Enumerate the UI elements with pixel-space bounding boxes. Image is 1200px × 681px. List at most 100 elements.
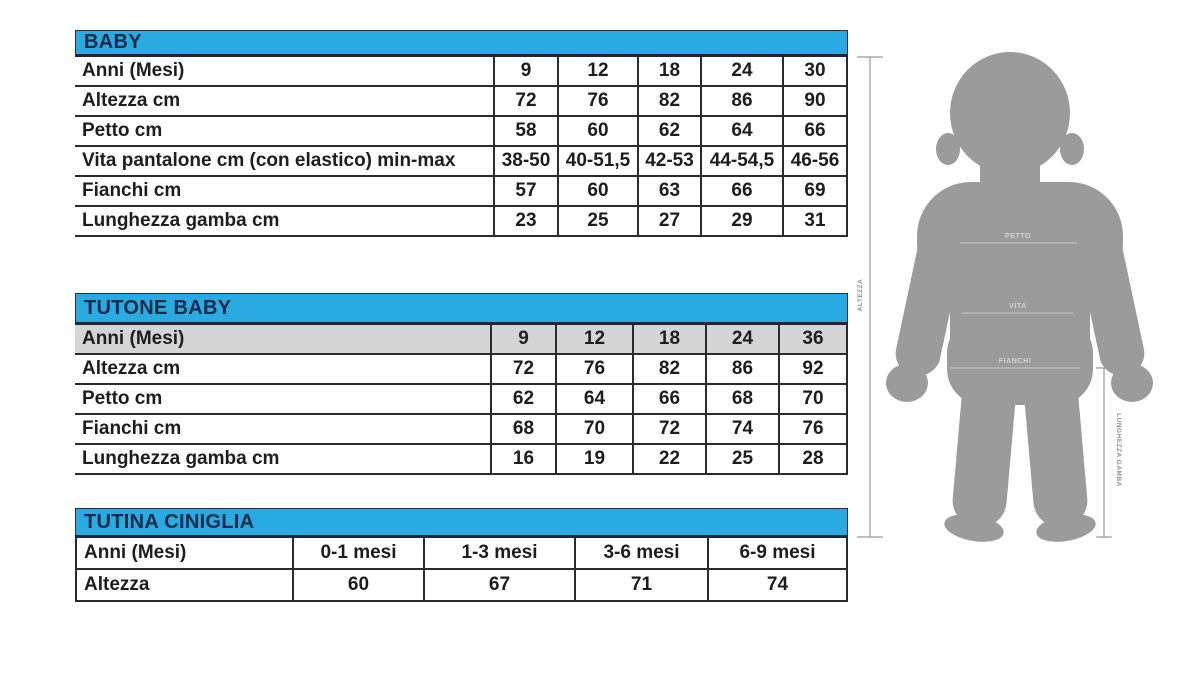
baby-hand-right [1111,364,1153,402]
size-value-cell: 92 [778,355,848,385]
baby-foot-left [944,514,1004,542]
size-value-cell: 67 [423,570,574,602]
table-row: Petto cm 58 60 62 64 66 [75,117,848,147]
table-row: Anni (Mesi) 0-1 mesi 1-3 mesi 3-6 mesi 6-9 m… [75,538,848,570]
size-value-cell: 30 [782,57,848,87]
size-value-cell: 82 [637,87,700,117]
size-value-cell: 72 [632,415,705,445]
body-measure-lines: PETTO VITA FIANCHI [950,233,1080,369]
row-label: Altezza [75,570,292,602]
size-value-cell: 16 [490,445,555,475]
size-value-cell: 25 [557,207,637,237]
size-value-cell: 1-3 mesi [423,538,574,570]
row-label: Petto cm [75,385,490,415]
baby-hand-left [886,364,928,402]
table-row: Lunghezza gamba cm 16 19 22 25 28 [75,445,848,475]
size-value-cell: 57 [493,177,557,207]
size-value-cell: 12 [555,325,632,355]
size-value-cell: 24 [700,57,782,87]
row-label: Altezza cm [75,87,493,117]
size-value-cell: 60 [557,117,637,147]
size-value-cell: 44-54,5 [700,147,782,177]
table-row: Altezza cm 72 76 82 86 92 [75,355,848,385]
size-value-cell: 69 [782,177,848,207]
size-value-cell: 74 [705,415,778,445]
size-value-cell: 71 [574,570,707,602]
table-row: Lunghezza gamba cm 23 25 27 29 31 [75,207,848,237]
row-label: Anni (Mesi) [75,538,292,570]
baby-leg-right [1024,375,1088,527]
row-label: Fianchi cm [75,177,493,207]
row-label: Lunghezza gamba cm [75,445,490,475]
size-value-cell: 18 [637,57,700,87]
size-value-cell: 25 [705,445,778,475]
petto-label: PETTO [1005,233,1031,240]
table-title-tutina-ciniglia: TUTINA CINIGLIA [75,508,848,538]
size-table-tutina-ciniglia: TUTINA CINIGLIA Anni (Mesi) 0-1 mesi 1-3 m… [75,508,848,602]
baby-ear-left [936,133,960,165]
size-value-cell: 60 [557,177,637,207]
size-value-cell: 23 [493,207,557,237]
size-table-tutone-baby: TUTONE BABY Anni (Mesi) 9 12 18 24 36 Altezza … [75,293,848,475]
lunghezza-gamba-measure: LUNGHEZZA GAMBA [1096,367,1122,538]
table-row: Altezza 60 67 71 74 [75,570,848,602]
size-value-cell: 24 [705,325,778,355]
size-value-cell: 6-9 mesi [707,538,848,570]
baby-silhouette [886,52,1153,542]
altezza-measure: ALTEZZA [857,56,883,538]
baby-ear-right [1060,133,1084,165]
baby-leg-left [952,375,1016,527]
baby-arm-right [1070,196,1145,376]
size-value-cell: 42-53 [637,147,700,177]
size-value-cell: 66 [782,117,848,147]
table-title-baby: BABY [75,30,848,57]
baby-head [950,52,1070,174]
size-table-baby: BABY Anni (Mesi) 9 12 18 24 30 Altezza cm 72 76 8… [75,30,848,237]
size-value-cell: 28 [778,445,848,475]
size-value-cell: 64 [700,117,782,147]
size-value-cell: 62 [637,117,700,147]
size-value-cell: 76 [555,355,632,385]
size-value-cell: 19 [555,445,632,475]
row-label: Anni (Mesi) [75,57,493,87]
fianchi-label: FIANCHI [999,358,1032,365]
size-value-cell: 70 [778,385,848,415]
size-value-cell: 68 [705,385,778,415]
table-body: Anni (Mesi) 9 12 18 24 30 Altezza cm 72 76 82 86 90… [75,57,848,237]
size-value-cell: 86 [705,355,778,385]
table-body: Anni (Mesi) 0-1 mesi 1-3 mesi 3-6 mesi 6-9 m… [75,538,848,602]
size-value-cell: 27 [637,207,700,237]
size-value-cell: 0-1 mesi [292,538,423,570]
size-value-cell: 70 [555,415,632,445]
size-value-cell: 82 [632,355,705,385]
size-value-cell: 90 [782,87,848,117]
size-value-cell: 64 [555,385,632,415]
size-value-cell: 40-51,5 [557,147,637,177]
size-value-cell: 74 [707,570,848,602]
size-value-cell: 72 [493,87,557,117]
size-value-cell: 68 [490,415,555,445]
table-title-tutone-baby: TUTONE BABY [75,293,848,325]
table-row: Fianchi cm 68 70 72 74 76 [75,415,848,445]
size-value-cell: 60 [292,570,423,602]
altezza-label: ALTEZZA [857,279,864,312]
table-row: Petto cm 62 64 66 68 70 [75,385,848,415]
size-value-cell: 86 [700,87,782,117]
size-value-cell: 29 [700,207,782,237]
row-label: Altezza cm [75,355,490,385]
table-row: Anni (Mesi) 9 12 18 24 36 [75,325,848,355]
size-value-cell: 3-6 mesi [574,538,707,570]
lunghezza-gamba-label: LUNGHEZZA GAMBA [1115,413,1122,487]
size-value-cell: 76 [778,415,848,445]
size-value-cell: 36 [778,325,848,355]
size-value-cell: 9 [490,325,555,355]
size-value-cell: 76 [557,87,637,117]
table-row: Fianchi cm 57 60 63 66 69 [75,177,848,207]
row-label: Anni (Mesi) [75,325,490,355]
size-value-cell: 66 [632,385,705,415]
size-value-cell: 12 [557,57,637,87]
table-row: Altezza cm 72 76 82 86 90 [75,87,848,117]
size-value-cell: 58 [493,117,557,147]
table-row: Vita pantalone cm (con elastico) min-max… [75,147,848,177]
